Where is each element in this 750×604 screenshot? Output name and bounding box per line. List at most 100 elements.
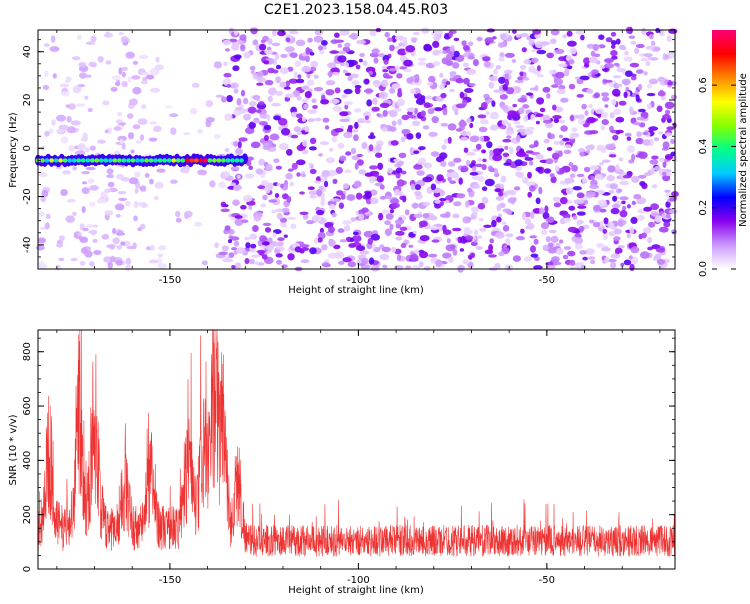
spectrogram-cell (504, 145, 509, 150)
spectrogram-cell (488, 166, 494, 170)
spectrogram-cell (390, 198, 400, 204)
spectrogram-cell (309, 247, 317, 255)
spectrogram-cell (506, 209, 513, 215)
spectrogram-cell (252, 39, 259, 46)
spectrogram-y-axis-label: Frequency (Hz) (8, 112, 19, 188)
spectrogram-cell (539, 159, 548, 163)
spectrogram-cell (72, 166, 77, 171)
spectrogram-cell (389, 223, 394, 230)
spectrogram-cell (41, 189, 49, 198)
spectrogram-cell (258, 250, 265, 256)
spectrogram-cell (479, 227, 487, 232)
spectrogram-cell (475, 143, 482, 150)
spectrogram-cell (222, 258, 232, 263)
spectrogram-cell (316, 209, 325, 216)
spectrogram-cell (209, 180, 216, 188)
spectrogram-cell (449, 180, 457, 184)
spectrogram-cell (157, 263, 168, 269)
spectrogram-cell (468, 83, 476, 87)
spectrogram-cell (442, 252, 452, 259)
spectrogram-cell (576, 211, 586, 216)
spectrogram-cell (68, 145, 76, 152)
spectrogram-cell (342, 46, 351, 53)
spectrogram-cell (451, 227, 462, 232)
spectrogram-cell (498, 76, 506, 84)
spectrogram-cell (175, 210, 181, 218)
spectrogram-cell (296, 113, 303, 119)
spectrogram-cell (329, 203, 336, 210)
spectrogram-cell (668, 209, 678, 214)
spectrogram-cell (446, 172, 452, 178)
spectrogram-cell (275, 64, 282, 70)
spectrogram-cell (527, 222, 535, 230)
spectrogram-cell (665, 201, 671, 208)
spectrogram-cell (368, 70, 374, 75)
spectrogram-cell (379, 253, 390, 260)
spectrogram-cell (422, 125, 430, 130)
spectrogram-cell (594, 92, 600, 99)
spectrogram-cell (51, 119, 56, 126)
spectrogram-signal-core (193, 158, 199, 163)
spectrogram-x-axis-label: Height of straight line (km) (288, 285, 424, 296)
spectrogram-signal-core (162, 158, 168, 163)
spectrogram-cell (619, 196, 629, 201)
spectrogram-cell (81, 171, 91, 175)
spectrogram-cell (358, 58, 363, 63)
spectrogram-cell (116, 111, 123, 117)
spectrogram-cell (411, 38, 417, 43)
spectrogram-cell (213, 61, 222, 69)
spectrogram-cell (357, 118, 366, 124)
spectrogram-cell (446, 238, 451, 244)
spectrogram-cell (104, 210, 114, 216)
spectrogram-cell (489, 75, 499, 82)
spectrogram-cell (535, 166, 543, 172)
spectrogram-cell (569, 47, 577, 55)
spectrogram-cell (71, 56, 81, 61)
spectrogram-cell (228, 38, 238, 43)
spectrogram-cell (58, 124, 69, 130)
spectrogram-cell (144, 173, 150, 178)
spectrogram-cell (396, 179, 405, 187)
spectrogram-cell (45, 213, 51, 220)
spectrogram-cell (464, 88, 474, 93)
spectrogram-cell (505, 238, 511, 246)
spectrogram-cell (521, 212, 526, 221)
spectrogram-cell (337, 50, 346, 55)
spectrogram-cell (650, 40, 656, 46)
spectrogram-cell (343, 183, 349, 190)
spectrogram-cell (245, 242, 251, 249)
spectrogram-cell (389, 126, 397, 132)
spectrogram-cell (524, 157, 534, 161)
spectrogram-cell (658, 226, 669, 233)
spectrogram-cell (619, 44, 626, 50)
spectrogram-cell (613, 62, 620, 67)
spectrogram-cell (387, 110, 397, 115)
spectrogram-cell (105, 60, 112, 65)
spectrogram-cell (417, 57, 427, 61)
spectrogram-cell (530, 253, 539, 258)
spectrogram-cell (660, 95, 666, 101)
spectrogram-cell (276, 259, 282, 265)
spectrogram-cell (345, 151, 352, 156)
spectrogram-cell (154, 64, 164, 71)
spectrogram-cell (237, 141, 242, 149)
spectrogram-cell (218, 181, 227, 189)
spectrogram-signal-core (234, 158, 240, 163)
snr-y-tick-label: 600 (22, 396, 33, 415)
snr-x-ticks: -150 -100 -50 (56, 330, 661, 586)
spectrogram-cell (267, 87, 277, 96)
spectrogram-cell (502, 225, 510, 232)
spectrogram-frame (37, 29, 676, 270)
spectrogram-cell (368, 134, 376, 140)
spectrogram-cells (34, 26, 679, 273)
spectrogram-cell (550, 235, 559, 243)
spectrogram-cell (281, 207, 290, 213)
spectrogram-cell (384, 228, 392, 236)
spectrogram-signal-core (58, 158, 63, 163)
spectrogram-cell (520, 33, 529, 38)
spectrogram-cell (469, 171, 479, 176)
spectrogram-cell (302, 213, 309, 220)
spectrogram-cell (331, 135, 338, 143)
spectrogram-cell (412, 31, 420, 36)
spectrogram-cell (629, 106, 634, 114)
